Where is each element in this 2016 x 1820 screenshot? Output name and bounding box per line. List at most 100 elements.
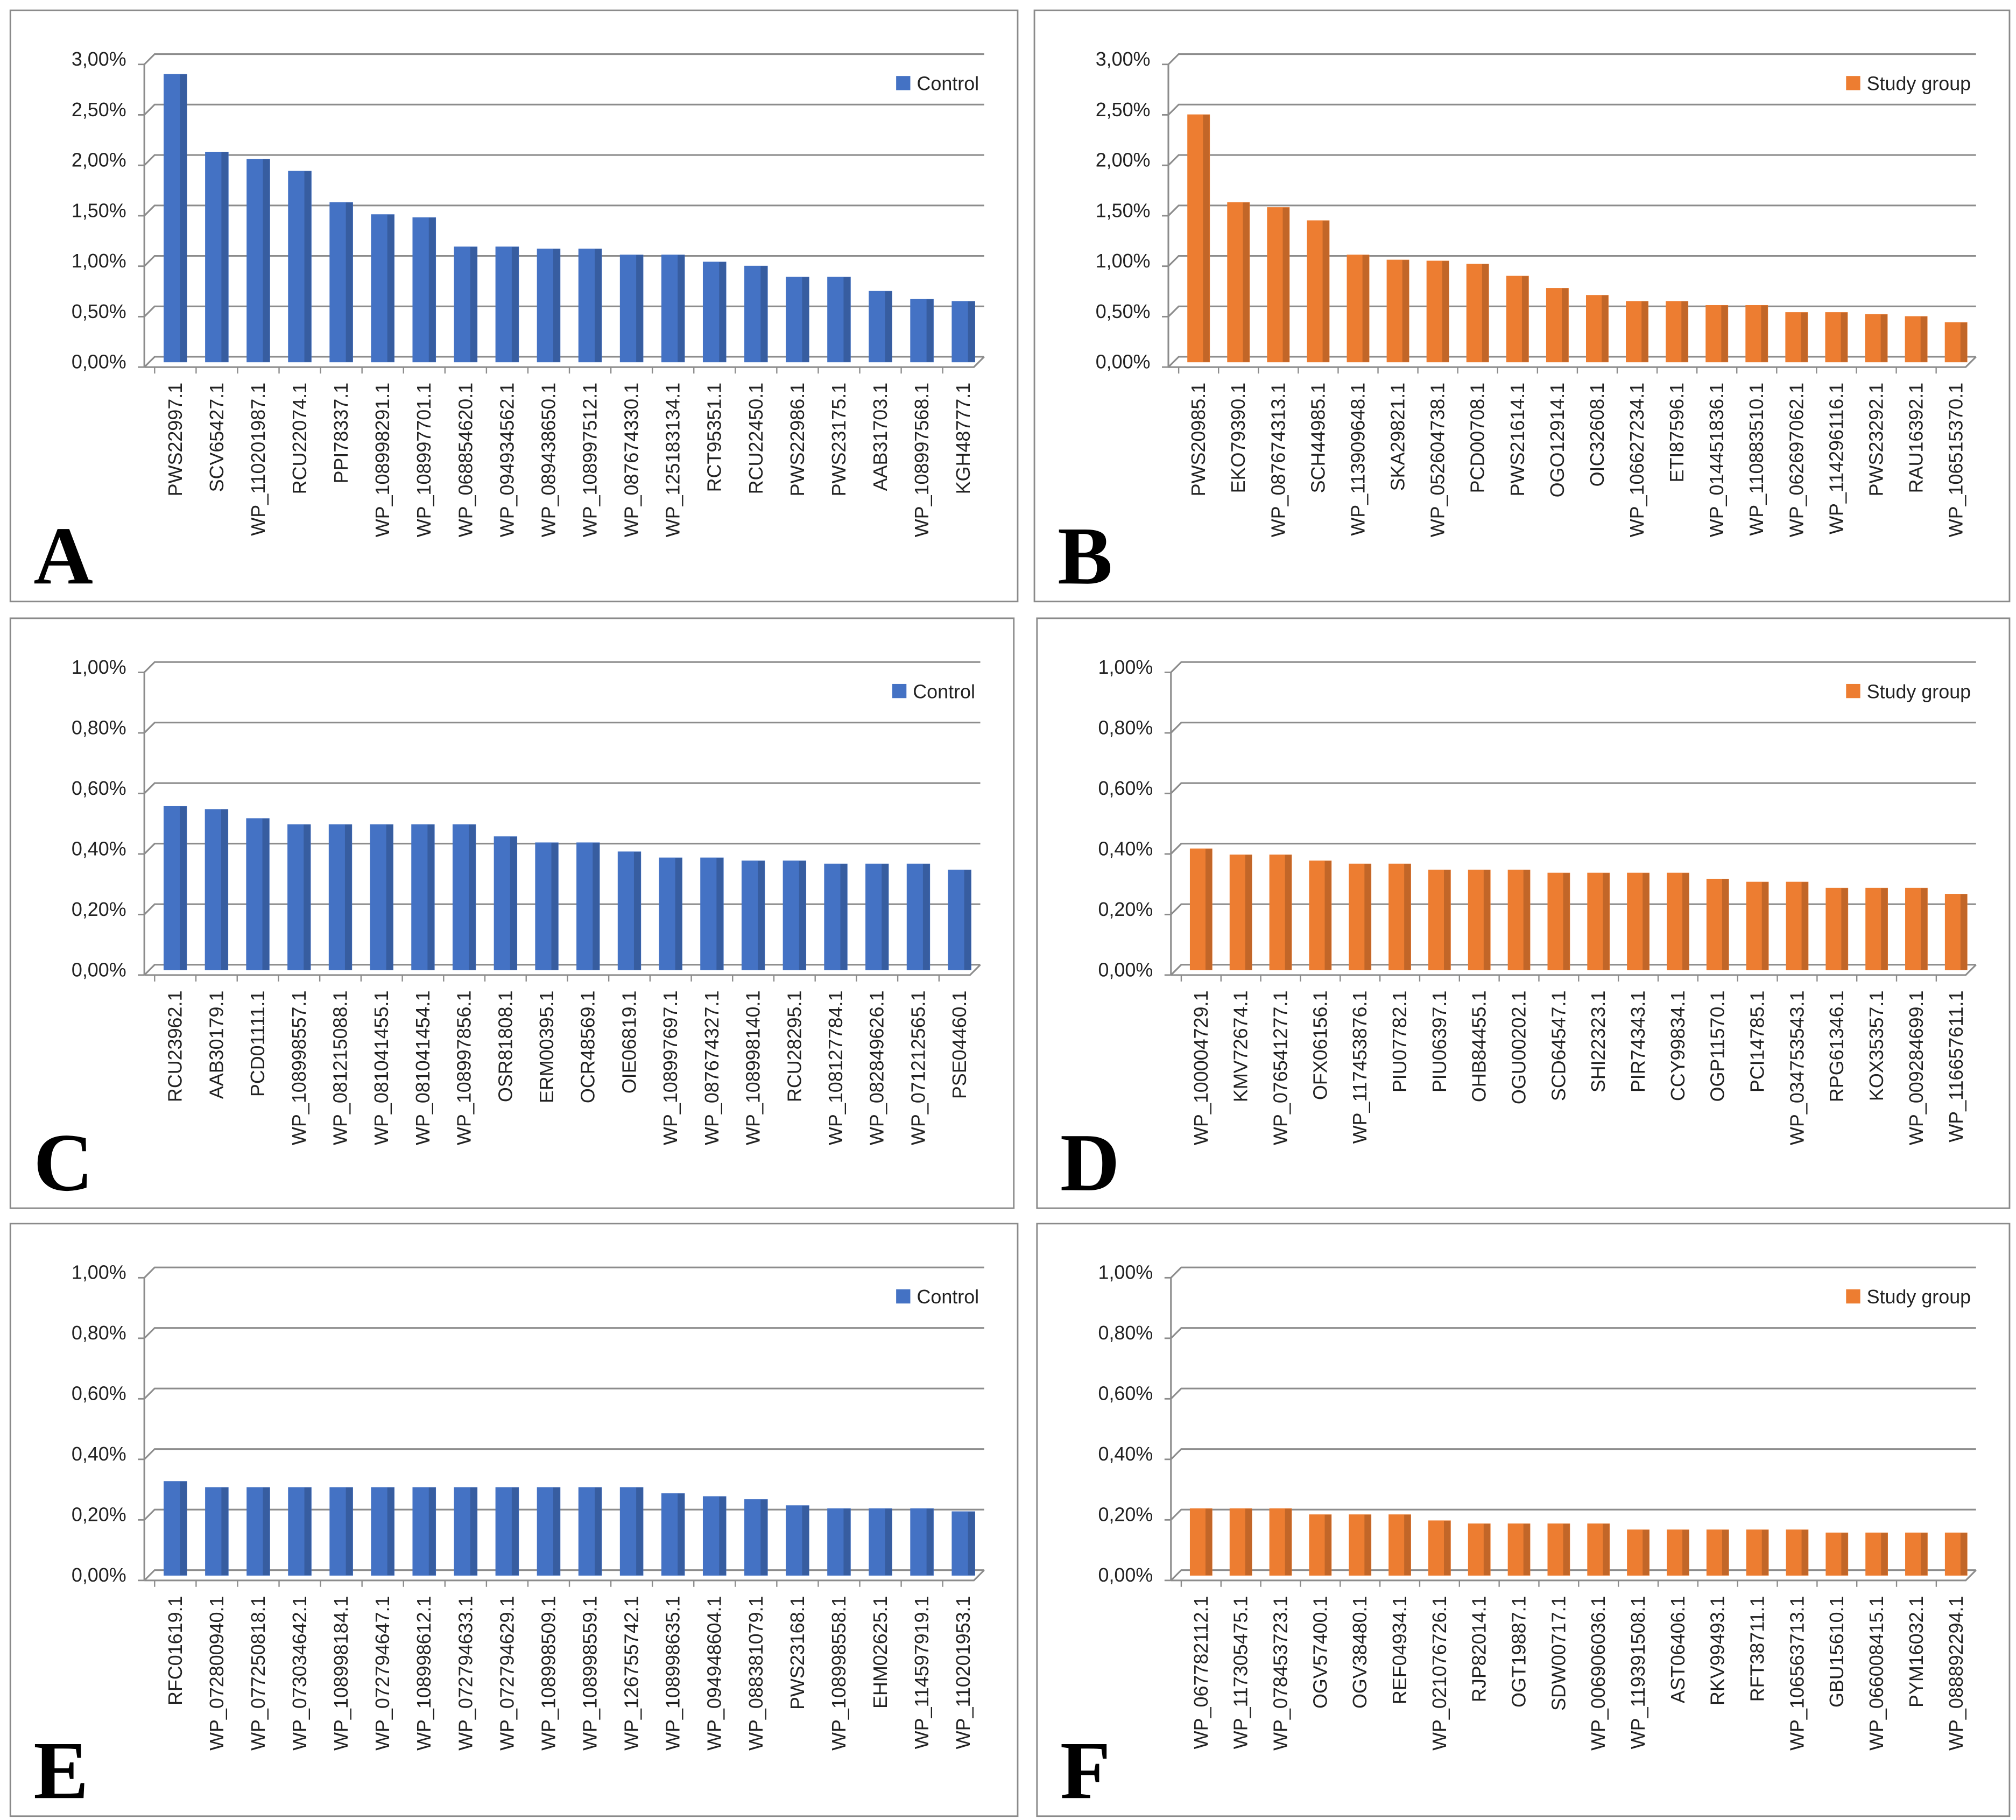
bar [205,1487,229,1576]
y-tick-label: 2,00% [1096,150,1151,171]
bar [1785,312,1808,363]
y-tick-label: 2,50% [1096,99,1151,121]
x-tick-label: WP_106563713.1 [1786,1596,1808,1751]
bar-shade [1483,870,1491,970]
y-tick-label: 0,80% [1098,717,1153,738]
y-tick-label: 0,80% [1098,1322,1153,1344]
bar [869,1508,892,1576]
x-tick-label: WP_073034642.1 [289,1596,311,1751]
y-tick-label: 0,40% [72,1443,126,1465]
bar [1587,872,1610,970]
bar [1547,1523,1570,1576]
x-tick-label: WP_108998140.1 [743,991,764,1145]
bar [1905,887,1928,970]
bar [824,863,848,970]
bar [329,1487,353,1576]
y-tick-label: 0,40% [1098,838,1153,859]
bar-shade [799,860,806,970]
grid-line [1170,1448,1976,1460]
grid-line [144,204,984,217]
bar [1944,322,1968,363]
bar [1746,1529,1769,1576]
bar [1905,1532,1928,1576]
bar [163,806,187,970]
bar [1627,872,1650,970]
grid-line [144,782,981,794]
x-tick-label: PWS21614.1 [1507,383,1528,496]
bar [1944,894,1968,970]
bar-shade [719,262,726,362]
bar [827,1508,851,1576]
bar-shade [1641,301,1648,362]
bar [535,842,559,970]
x-tick-label: WP_062697062.1 [1786,383,1807,537]
x-tick-label: KGH48777.1 [953,383,974,495]
panel-letter: A [33,510,93,602]
grid-line [1167,255,1976,267]
x-tick-label: WP_108997701.1 [413,383,435,537]
bar-shade [221,1487,229,1576]
bar-shade [885,291,892,362]
bar [744,265,768,363]
bar-shade [1563,1523,1570,1576]
bar-shade [1483,1523,1491,1576]
bar-shade [678,1493,685,1576]
chart-panel: 0,00% 0,50% 1,00% 1,50% 2,00% 2,50% 3,00% PWS20… [1033,9,2011,603]
bar-shade [1442,261,1449,362]
x-tick-label: WP_106515370.1 [1945,383,1967,537]
bar [617,851,642,970]
x-tick-label: WP_108998635.1 [662,1596,684,1751]
grid-line [1167,204,1976,217]
panel-letter: E [33,1725,88,1816]
bar [1585,295,1609,363]
bar [1229,854,1252,970]
bar [1507,1523,1531,1576]
grid-line [144,722,981,733]
x-tick-label: WP_108127784.1 [825,991,847,1145]
x-tick-label: SCH44985.1 [1307,383,1329,493]
x-tick-label: PIU06397.1 [1429,991,1450,1093]
bar [1667,1529,1689,1576]
chart-panel: 0,00% 0,50% 1,00% 1,50% 2,00% 2,50% 3,00% PWS22… [9,9,1019,603]
x-tick-label: WP_072800940.1 [206,1596,228,1751]
bar [1666,301,1689,363]
bar-shade [1205,1508,1213,1576]
bar [1706,1529,1729,1576]
x-tick-label: WP_108998557.1 [288,991,310,1145]
bar [1507,870,1531,970]
x-tick-label: AAB30179.1 [206,991,227,1099]
x-tick-label: ERM00395.1 [536,991,558,1104]
bar-shade [926,1508,934,1576]
bar [1944,1532,1968,1576]
y-tick-label: 1,00% [72,250,126,272]
bar [1307,220,1330,363]
x-tick-label: WP_081215088.1 [329,991,351,1145]
x-tick-label: RFC01619.1 [165,1596,186,1706]
x-tick-label: OCR48569.1 [577,991,599,1104]
bar [1428,1520,1451,1576]
chart-panel: 0,00% 0,20% 0,40% 0,60% 0,80% 1,00% WP_1000047… [1036,617,2011,1209]
bar [951,301,975,363]
bar-shade [1920,316,1927,362]
x-tick-label: RAU16392.1 [1906,383,1927,493]
bar-shade [1761,882,1768,970]
bar-shade [551,843,559,970]
legend-label: Study group [1867,73,1971,95]
bar [1745,305,1768,363]
bar [1309,1514,1332,1576]
bar [1388,863,1411,970]
x-tick-label: RCU28295.1 [784,991,805,1103]
y-tick-label: 1,00% [72,657,126,678]
bar-shade [221,152,229,362]
y-tick-label: 1,00% [1098,1262,1153,1283]
y-tick-label: 0,00% [1098,959,1153,980]
bar [164,1481,187,1576]
bar-shade [1960,1533,1968,1576]
bar-shade [1444,1520,1451,1576]
bar-shade [263,159,270,362]
x-tick-label: PIR74343.1 [1627,991,1649,1093]
bar-shade [263,1487,270,1576]
x-tick-label: WP_072794629.1 [496,1596,518,1751]
x-tick-label: RCU22450.1 [745,383,767,494]
bar [246,1487,270,1576]
